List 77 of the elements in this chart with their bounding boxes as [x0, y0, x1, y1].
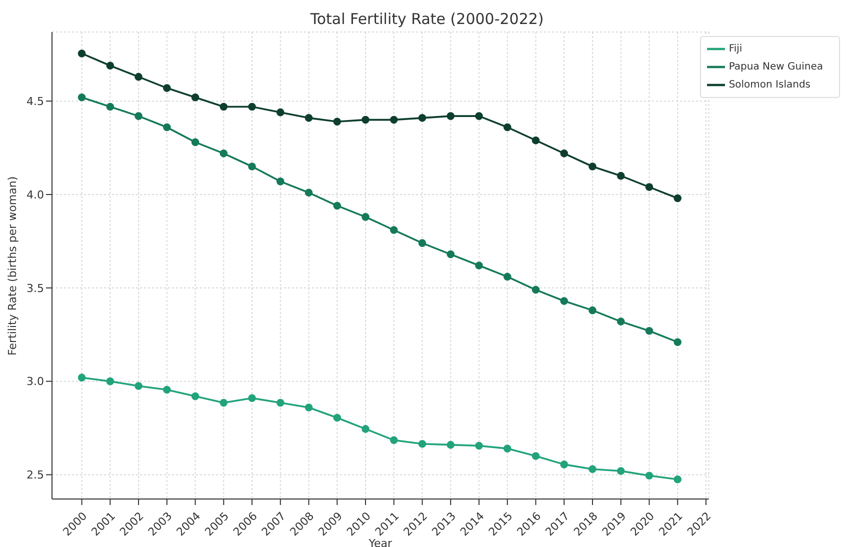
point: [674, 475, 682, 484]
point: [390, 226, 398, 234]
point: [191, 392, 200, 400]
point: [333, 414, 342, 422]
y-tick-label: 4.5: [26, 95, 44, 108]
chart-title: Total Fertility Rate (2000-2022): [309, 9, 545, 30]
point: [304, 114, 313, 122]
point: [616, 467, 625, 475]
point: [503, 444, 512, 452]
point: [362, 425, 370, 433]
point: [446, 112, 455, 120]
point: [532, 136, 540, 144]
point: [163, 386, 171, 394]
point: [304, 188, 313, 197]
point: [503, 272, 512, 281]
point: [588, 465, 596, 474]
point: [106, 102, 114, 111]
legend-label: Fiji: [728, 44, 742, 55]
point: [446, 440, 455, 449]
point: [248, 162, 256, 170]
point: [134, 382, 142, 390]
point: [362, 116, 370, 124]
legend-label: Papua New Guinea: [728, 62, 823, 73]
point: [220, 102, 228, 111]
point: [503, 123, 512, 132]
point: [645, 472, 654, 480]
point: [78, 93, 86, 102]
point: [532, 452, 540, 460]
point: [475, 262, 483, 270]
point: [248, 102, 256, 111]
point: [616, 172, 625, 180]
point: [78, 50, 86, 58]
legend-label: Solomon Islands: [728, 80, 811, 91]
point: [106, 377, 114, 386]
point: [276, 398, 284, 407]
y-tick-label: 4.0: [26, 188, 44, 202]
point: [220, 398, 228, 407]
point: [304, 404, 313, 412]
point: [362, 213, 370, 221]
point: [220, 150, 228, 158]
point: [163, 84, 171, 92]
point: [78, 374, 86, 382]
point: [333, 118, 342, 126]
y-tick-label: 3.5: [26, 282, 44, 295]
point: [588, 306, 596, 314]
point: [248, 394, 256, 402]
point: [106, 62, 114, 70]
point: [390, 436, 398, 444]
point: [276, 108, 284, 116]
point: [560, 297, 568, 305]
point: [560, 150, 568, 158]
point: [276, 178, 284, 186]
point: [134, 72, 142, 81]
point: [163, 123, 171, 132]
point: [418, 239, 426, 247]
point: [645, 183, 654, 191]
point: [418, 440, 426, 448]
point: [645, 326, 654, 335]
point: [134, 112, 142, 120]
y-tick-label: 3.0: [26, 375, 44, 388]
point: [616, 318, 625, 326]
point: [333, 202, 342, 210]
y-axis-title: Fertility Rate (births per woman): [6, 176, 19, 356]
point: [418, 114, 426, 122]
point: [560, 460, 568, 468]
point: [588, 162, 596, 170]
point: [674, 338, 682, 346]
point: [390, 116, 398, 124]
point: [191, 93, 200, 102]
x-axis-title: Year: [368, 537, 393, 547]
point: [674, 194, 682, 202]
point: [446, 250, 455, 258]
point: [475, 112, 483, 120]
point: [191, 138, 200, 146]
point: [532, 286, 540, 294]
y-tick-label: 2.5: [26, 468, 44, 482]
point: [475, 442, 483, 450]
